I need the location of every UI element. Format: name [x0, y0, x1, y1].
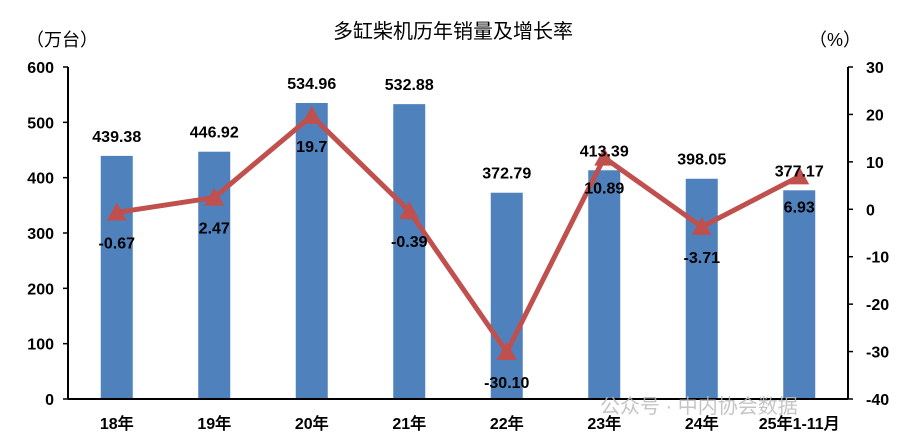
line-marker — [691, 216, 712, 235]
line-value-label: 2.47 — [199, 221, 230, 238]
x-tick-label: 19年 — [197, 414, 231, 433]
bar-value-label: 534.96 — [287, 76, 336, 93]
right-tick-label: 10 — [866, 155, 884, 172]
left-tick-label: 100 — [27, 337, 54, 354]
watermark: 公众号 · 中内协会数据 — [600, 395, 798, 418]
x-tick-label: 21年 — [392, 414, 426, 433]
x-tick-label: 24年 — [685, 414, 719, 433]
line-value-label: -30.10 — [484, 375, 529, 392]
line-value-label: -0.39 — [391, 234, 428, 251]
bar — [588, 170, 621, 399]
line-marker — [204, 187, 225, 206]
bar-value-label: 413.39 — [580, 143, 629, 160]
growth-line — [116, 113, 801, 355]
line-marker — [789, 166, 810, 185]
bar — [393, 104, 426, 399]
line-value-label: 6.93 — [784, 199, 815, 216]
bar — [783, 190, 816, 399]
bar-value-label: 372.79 — [482, 166, 531, 183]
bar-value-label: 377.17 — [775, 163, 824, 180]
right-tick-label: 0 — [866, 202, 875, 219]
bar — [100, 155, 133, 399]
bar-value-label: 446.92 — [190, 125, 239, 142]
line-marker — [106, 202, 127, 221]
left-tick-label: 400 — [27, 171, 54, 188]
x-tick-label: 20年 — [295, 414, 329, 433]
left-tick-label: 300 — [27, 226, 54, 243]
line-marker — [399, 201, 420, 220]
x-tick-label: 18年 — [100, 414, 134, 433]
left-tick-label: 500 — [27, 115, 54, 132]
x-tick-label: 25年1-11月 — [759, 414, 840, 433]
bar-value-label: 439.38 — [92, 129, 141, 146]
left-axis-label: （万台） — [26, 30, 98, 50]
bar-value-label: 532.88 — [385, 77, 434, 94]
right-tick-label: 30 — [866, 60, 884, 77]
line-value-label: -0.67 — [99, 235, 136, 252]
bar-value-label: 398.05 — [677, 152, 726, 169]
bar — [685, 178, 718, 399]
line-value-label: 19.7 — [296, 139, 327, 156]
line-value-label: 10.89 — [584, 181, 624, 198]
right-tick-label: -20 — [866, 297, 889, 314]
right-tick-label: -30 — [866, 345, 889, 362]
right-tick-label: 20 — [866, 107, 884, 124]
left-tick-label: 600 — [27, 60, 54, 77]
line-marker — [594, 147, 615, 166]
left-tick-label: 0 — [45, 392, 54, 409]
right-tick-label: -10 — [866, 250, 889, 267]
line-value-label: -3.71 — [684, 250, 721, 267]
left-tick-label: 200 — [27, 281, 54, 298]
bar — [295, 102, 328, 399]
x-tick-label: 23年 — [587, 414, 621, 433]
right-axis-label: （%） — [809, 30, 861, 50]
chart-title: 多缸柴机历年销量及增长率 — [333, 20, 573, 43]
x-tick-label: 22年 — [490, 414, 524, 433]
line-marker — [301, 105, 322, 124]
line-marker — [496, 342, 517, 361]
right-tick-label: -40 — [866, 392, 889, 409]
bar — [490, 192, 523, 399]
